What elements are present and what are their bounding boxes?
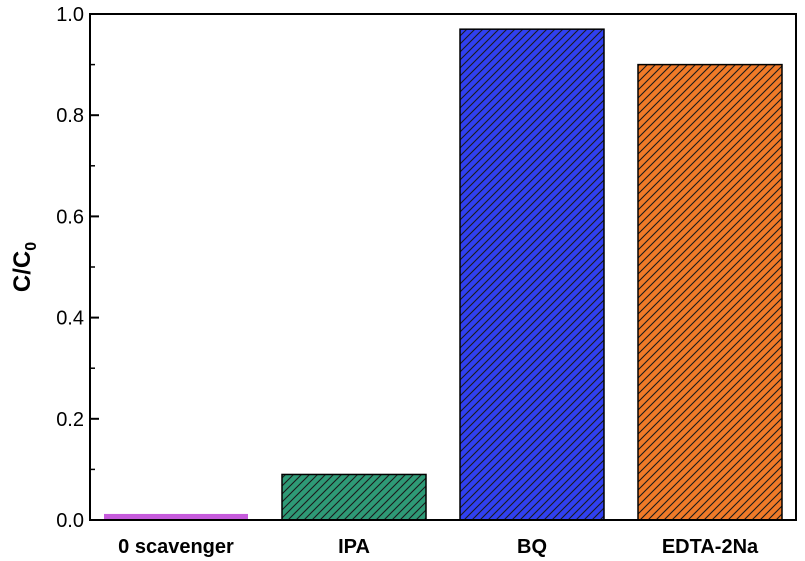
y-tick-label: 0.2 <box>56 409 84 431</box>
y-tick-label: 0.8 <box>56 105 84 127</box>
y-tick-label: 0.0 <box>56 510 84 532</box>
y-axis-ticks: 0.0 0.2 0.4 0.6 0.8 1.0 <box>56 4 99 532</box>
y-axis-title: C/C0 <box>9 242 40 292</box>
y-tick-label: 0.4 <box>56 308 84 330</box>
x-tick-label: 0 scavenger <box>118 536 234 558</box>
x-tick-label: BQ <box>517 536 547 558</box>
y-axis-title-subscript: 0 <box>23 242 40 251</box>
bar-bq <box>459 28 605 521</box>
bar-ipa <box>281 473 427 521</box>
bar-edta-2na <box>637 63 783 521</box>
x-tick-label: EDTA-2Na <box>662 536 759 558</box>
y-tick-label: 1.0 <box>56 4 84 26</box>
y-axis-title-main: C/C <box>9 251 36 292</box>
bar-0-scavenger <box>104 513 248 519</box>
x-tick-label: IPA <box>338 536 370 558</box>
x-axis-labels: 0 scavenger IPA BQ EDTA-2Na <box>118 536 759 558</box>
bars-layer <box>104 28 783 521</box>
y-tick-label: 0.6 <box>56 206 84 228</box>
